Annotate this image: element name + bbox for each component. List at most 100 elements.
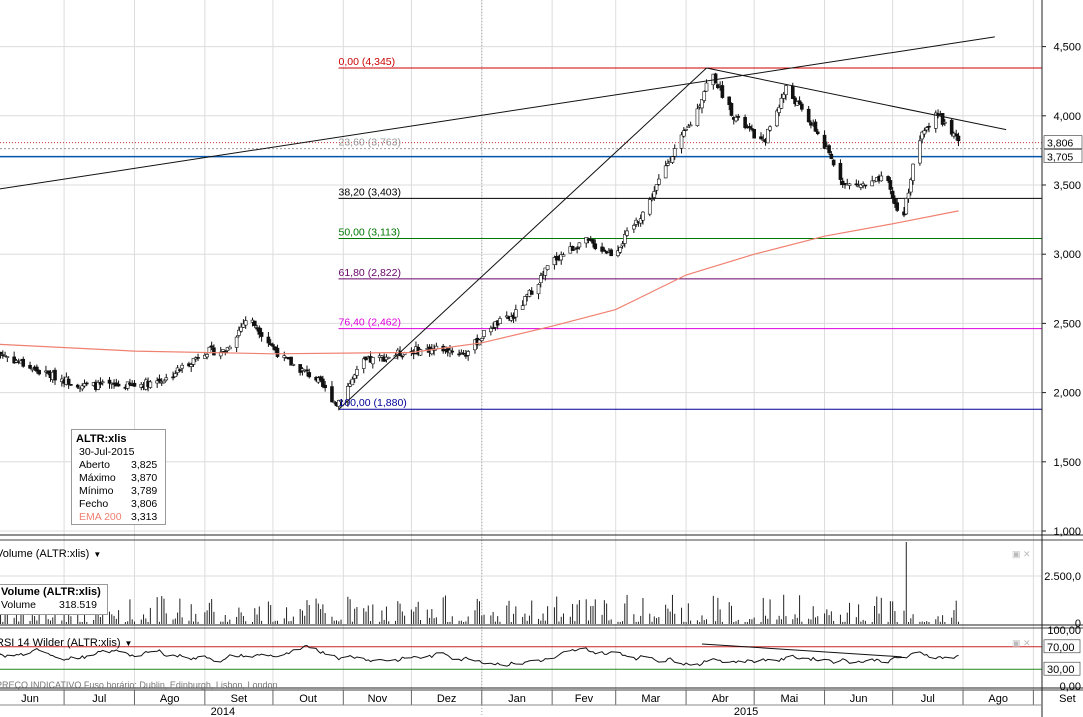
candle-body (457, 353, 461, 356)
chevron-down-icon[interactable]: ▼ (93, 550, 102, 559)
ema-200-line (0, 210, 959, 355)
month-label: Ago (160, 693, 180, 705)
candle-body (479, 338, 484, 341)
price-tick-label: 4,000 (1053, 111, 1081, 123)
candle-body (924, 127, 929, 131)
restore-icon[interactable]: ▣ (1012, 638, 1021, 648)
restore-icon[interactable]: ▣ (1012, 549, 1021, 559)
candle-body (906, 192, 911, 199)
pane-controls-rsi[interactable]: ▣ ✕ (1012, 638, 1031, 649)
candle-body (271, 344, 275, 347)
candle-body (684, 128, 688, 131)
candle-body (100, 381, 105, 384)
candle-body (650, 198, 654, 200)
candle-body (257, 327, 262, 335)
rsi-pane-title[interactable]: RSI 14 Wilder (ALTR:xlis) ▼ (0, 637, 133, 649)
candle-body (747, 126, 752, 129)
candle-body (543, 267, 548, 276)
candle-body (66, 378, 71, 385)
candle-body (107, 379, 112, 384)
candle-body (704, 82, 709, 92)
pane-controls-volume[interactable]: ▣ ✕ (1012, 549, 1031, 560)
candle-body (909, 179, 913, 193)
timezone-note: PREÇO INDICATIVO Fuso horário: Dublin, E… (0, 680, 278, 690)
candle-body (53, 369, 57, 381)
candle-body (670, 156, 675, 163)
month-label: Jun (850, 693, 868, 705)
candle-body (339, 400, 343, 403)
candle-body (790, 85, 795, 99)
candle-body (162, 380, 166, 384)
candle-body (672, 148, 677, 157)
candle-body (632, 225, 636, 230)
candle-body (713, 73, 718, 84)
candle-body (0, 351, 3, 355)
candle-body (893, 198, 897, 205)
candle-body (840, 180, 845, 185)
candle-body (218, 351, 223, 357)
candle-body (346, 385, 350, 403)
candle-body (330, 386, 334, 403)
rsi-tag-box (1043, 639, 1081, 654)
close-icon[interactable]: ✕ (1023, 638, 1031, 648)
price-tag-label: 3,806 (1047, 138, 1073, 150)
close-icon[interactable]: ✕ (1023, 549, 1031, 559)
month-label: Out (299, 693, 317, 705)
candle-body (679, 134, 684, 149)
fibonacci-label: 0,00 (4,345) (339, 56, 396, 68)
candle-body (727, 96, 732, 106)
candle-body (21, 358, 26, 367)
candle-body (886, 176, 890, 182)
candle-body (148, 381, 153, 388)
candle-body (895, 202, 899, 211)
candle-body (520, 305, 525, 310)
candle-body (259, 332, 264, 337)
candle-body (350, 378, 355, 386)
candle-body (85, 382, 89, 385)
candle-body (620, 243, 625, 247)
candle-body (418, 349, 423, 356)
candle-body (859, 184, 863, 188)
candle-body (266, 336, 271, 344)
candle-body (96, 382, 100, 390)
candle-body (371, 357, 375, 365)
candle-body (734, 116, 738, 122)
candle-body (954, 133, 959, 137)
candle-body (618, 247, 623, 253)
volume-box-title: Volume (ALTR:xlis) (1, 586, 101, 598)
candle-body (641, 211, 645, 221)
rsi-tick-label: 30,00 (1047, 664, 1075, 676)
candle-body (352, 374, 357, 379)
candle-body (536, 284, 541, 295)
candle-body (125, 381, 130, 389)
fibonacci-label: 23,60 (3,763) (339, 137, 401, 149)
chevron-down-icon[interactable]: ▼ (124, 639, 133, 648)
candle-body (750, 128, 754, 130)
month-label: Jan (508, 693, 526, 705)
candle-body (3, 355, 7, 357)
volume-pane-title[interactable]: Volume (ALTR:xlis) ▼ (0, 548, 102, 560)
candle-body (759, 136, 763, 140)
candle-body (752, 128, 756, 139)
candle-body (657, 178, 661, 185)
year-label: 2014 (211, 706, 235, 717)
candle-body (196, 357, 200, 359)
candle-body (829, 153, 834, 159)
candle-body (386, 357, 391, 359)
candle-body (12, 356, 16, 364)
candle-body (854, 183, 859, 186)
candle-body (498, 318, 502, 324)
volume-tick-label: 0 (1075, 618, 1081, 630)
candle-body (380, 355, 384, 358)
month-label: Nov (368, 693, 388, 705)
candle-body (775, 110, 779, 127)
price-tick-label: 3,000 (1053, 249, 1081, 261)
year-label: 2015 (734, 706, 758, 717)
candle-body (686, 125, 691, 129)
candle-body (652, 191, 657, 198)
candle-body (647, 199, 652, 215)
candle-body (827, 145, 831, 154)
rsi-tick-label: 70,00 (1047, 642, 1075, 654)
month-label: Jun (21, 693, 39, 705)
